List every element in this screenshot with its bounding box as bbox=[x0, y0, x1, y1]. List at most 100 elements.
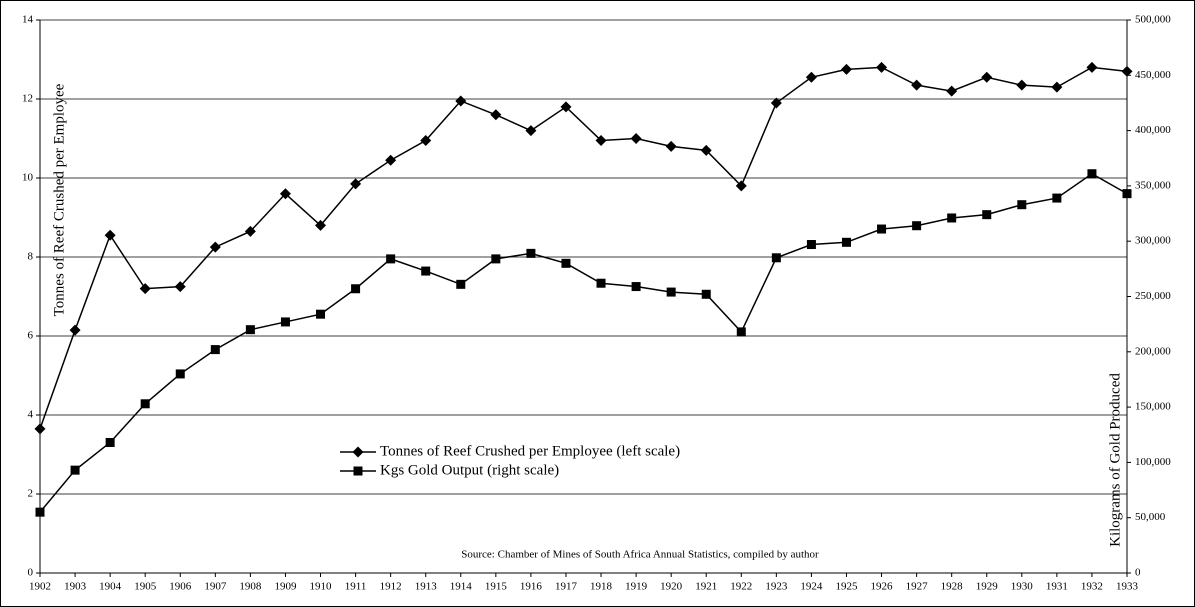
diamond-marker bbox=[735, 180, 747, 192]
x-tick-label: 1915 bbox=[485, 581, 508, 593]
square-marker bbox=[105, 437, 115, 447]
diamond-marker bbox=[139, 283, 151, 295]
diamond-marker bbox=[876, 61, 888, 73]
x-tick-label: 1911 bbox=[345, 581, 367, 593]
y-tick-label: 2 bbox=[28, 488, 34, 500]
diamond-marker bbox=[1051, 81, 1063, 93]
y2-tick-label: 200,000 bbox=[1135, 345, 1171, 357]
diamond-marker bbox=[700, 144, 712, 156]
square-marker bbox=[561, 258, 571, 268]
square-marker bbox=[1052, 193, 1062, 203]
diamond-marker bbox=[1016, 79, 1028, 91]
x-tick-label: 1908 bbox=[239, 581, 262, 593]
square-marker bbox=[491, 254, 501, 264]
x-tick-label: 1920 bbox=[660, 581, 683, 593]
square-marker bbox=[526, 248, 536, 258]
diamond-marker bbox=[770, 97, 782, 109]
diamond-marker bbox=[560, 101, 572, 113]
diamond-marker bbox=[209, 241, 221, 253]
y2-tick-label: 300,000 bbox=[1135, 235, 1171, 247]
x-tick-label: 1928 bbox=[941, 581, 964, 593]
x-tick-label: 1925 bbox=[835, 581, 858, 593]
y2-tick-label: 450,000 bbox=[1135, 69, 1171, 81]
square-marker bbox=[912, 221, 922, 231]
y-tick-label: 10 bbox=[22, 172, 34, 184]
x-tick-label: 1906 bbox=[169, 581, 192, 593]
x-tick-label: 1921 bbox=[695, 581, 717, 593]
x-tick-label: 1914 bbox=[450, 581, 473, 593]
x-tick-label: 1922 bbox=[730, 581, 752, 593]
y2-tick-label: 400,000 bbox=[1135, 124, 1171, 136]
square-marker bbox=[982, 210, 992, 220]
square-marker bbox=[666, 287, 676, 297]
x-tick-label: 1905 bbox=[134, 581, 157, 593]
square-marker bbox=[771, 253, 781, 263]
y2-tick-label: 150,000 bbox=[1135, 401, 1171, 413]
square-marker bbox=[35, 507, 45, 517]
square-marker bbox=[1087, 169, 1097, 179]
square-marker bbox=[210, 345, 220, 355]
diamond-marker bbox=[34, 423, 46, 435]
diamond-marker bbox=[911, 79, 923, 91]
square-marker bbox=[245, 325, 255, 335]
square-marker bbox=[140, 399, 150, 409]
diamond-marker bbox=[315, 219, 327, 231]
x-tick-label: 1933 bbox=[1116, 581, 1139, 593]
square-marker bbox=[596, 278, 606, 288]
y2-tick-label: 250,000 bbox=[1135, 290, 1171, 302]
x-tick-label: 1930 bbox=[1011, 581, 1034, 593]
x-tick-label: 1931 bbox=[1046, 581, 1068, 593]
y-tick-label: 0 bbox=[28, 567, 34, 579]
y2-tick-label: 350,000 bbox=[1135, 179, 1171, 191]
square-marker bbox=[877, 224, 887, 234]
legend-label: Kgs Gold Output (right scale) bbox=[380, 462, 559, 478]
diamond-marker bbox=[525, 125, 537, 137]
x-tick-label: 1917 bbox=[555, 581, 578, 593]
x-tick-label: 1909 bbox=[274, 581, 297, 593]
x-tick-label: 1903 bbox=[64, 581, 87, 593]
square-marker bbox=[316, 309, 326, 319]
diamond-marker bbox=[455, 95, 467, 107]
y2-tick-label: 100,000 bbox=[1135, 456, 1171, 468]
x-tick-label: 1926 bbox=[871, 581, 894, 593]
x-tick-label: 1918 bbox=[590, 581, 613, 593]
diamond-marker bbox=[385, 154, 397, 166]
diamond-marker bbox=[352, 446, 364, 458]
square-marker bbox=[631, 282, 641, 292]
diamond-marker bbox=[244, 225, 256, 237]
square-marker bbox=[701, 289, 711, 299]
diamond-marker bbox=[69, 324, 81, 336]
square-marker bbox=[806, 240, 816, 250]
x-tick-label: 1924 bbox=[800, 581, 823, 593]
y-tick-label: 14 bbox=[22, 14, 34, 26]
series-line bbox=[39, 66, 1128, 430]
diamond-marker bbox=[630, 133, 642, 144]
x-tick-label: 1932 bbox=[1081, 581, 1103, 593]
square-marker bbox=[456, 279, 466, 289]
x-tick-label: 1913 bbox=[415, 581, 438, 593]
diamond-marker bbox=[279, 188, 291, 200]
square-marker bbox=[351, 284, 361, 294]
series-line bbox=[39, 172, 1128, 513]
diamond-marker bbox=[104, 229, 116, 241]
y-tick-label: 12 bbox=[22, 93, 33, 105]
square-marker bbox=[947, 213, 957, 223]
square-marker bbox=[421, 266, 431, 276]
diamond-marker bbox=[840, 63, 852, 75]
diamond-marker bbox=[1086, 61, 1098, 73]
y2-tick-label: 50,000 bbox=[1135, 511, 1166, 523]
x-tick-label: 1923 bbox=[765, 581, 788, 593]
source-note: Source: Chamber of Mines of South Africa… bbox=[461, 549, 819, 561]
y-tick-label: 8 bbox=[28, 251, 34, 263]
square-marker bbox=[1017, 200, 1027, 210]
y2-tick-label: 0 bbox=[1135, 567, 1141, 579]
square-marker bbox=[386, 254, 396, 264]
square-marker bbox=[70, 465, 80, 475]
square-marker bbox=[353, 466, 363, 476]
diamond-marker bbox=[174, 281, 186, 293]
x-tick-label: 1907 bbox=[204, 581, 227, 593]
diamond-marker bbox=[1121, 65, 1133, 77]
x-tick-label: 1904 bbox=[99, 581, 122, 593]
